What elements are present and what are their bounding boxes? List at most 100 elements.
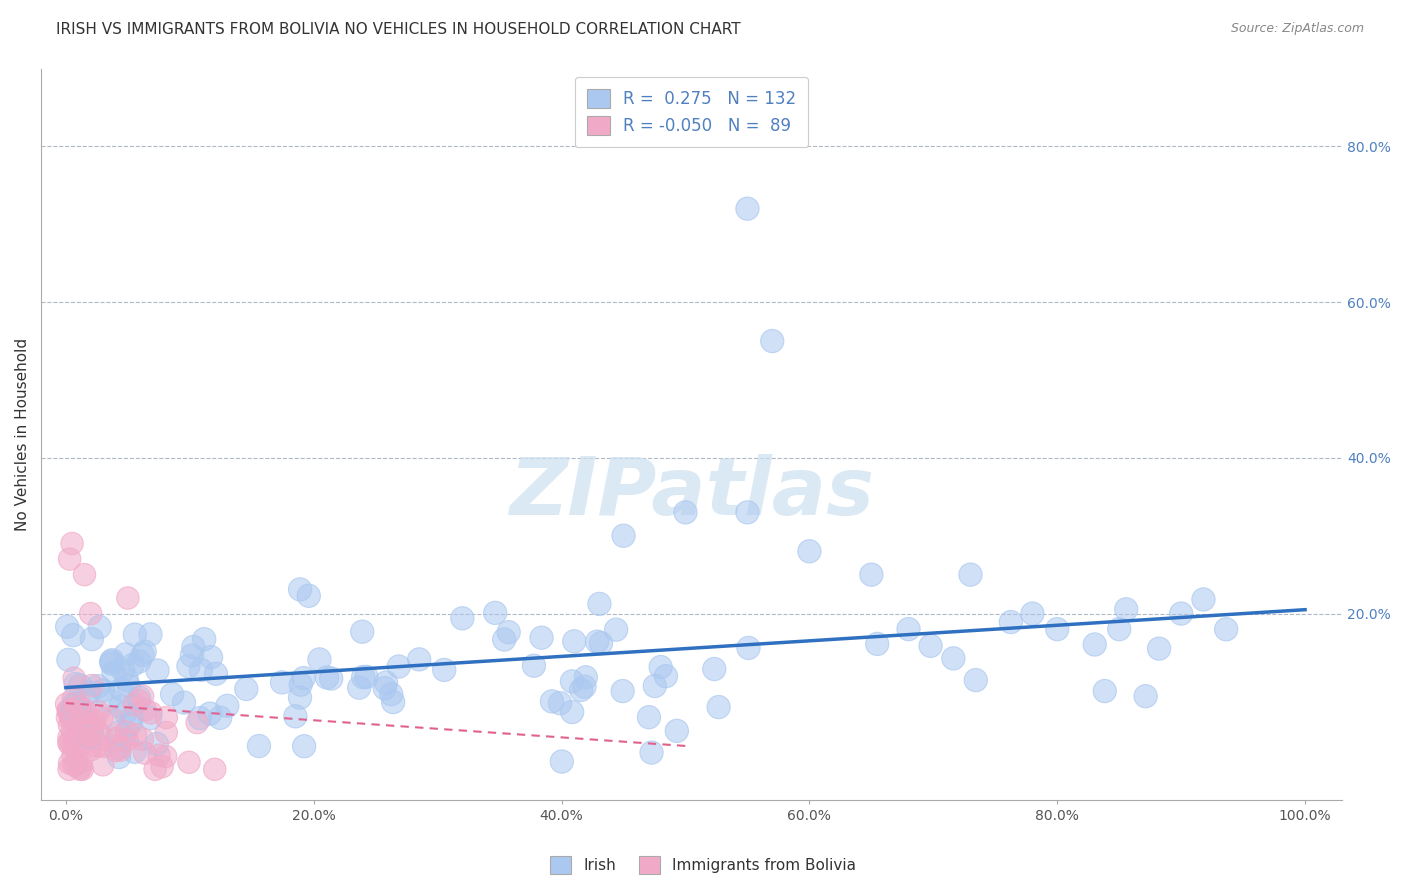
Point xyxy=(292,671,315,685)
Point xyxy=(541,694,564,708)
Point xyxy=(761,334,783,348)
Point xyxy=(737,640,759,655)
Point xyxy=(655,669,678,683)
Point xyxy=(451,611,474,625)
Point xyxy=(866,637,889,651)
Point xyxy=(650,660,672,674)
Point xyxy=(58,718,80,732)
Point xyxy=(55,697,77,711)
Point xyxy=(1147,641,1170,656)
Point xyxy=(115,732,138,747)
Point xyxy=(605,623,627,637)
Point xyxy=(298,589,321,603)
Point xyxy=(87,679,110,693)
Point xyxy=(72,723,94,737)
Point xyxy=(121,711,143,725)
Point xyxy=(110,682,132,697)
Point xyxy=(155,725,177,739)
Point xyxy=(375,675,398,690)
Point xyxy=(484,606,506,620)
Point xyxy=(235,681,257,696)
Point xyxy=(87,726,110,740)
Point xyxy=(91,739,114,754)
Point xyxy=(193,632,215,647)
Point xyxy=(103,713,125,727)
Point xyxy=(284,709,307,723)
Point xyxy=(87,726,110,740)
Point xyxy=(575,670,598,684)
Point xyxy=(160,687,183,701)
Point xyxy=(494,632,516,647)
Point xyxy=(1094,684,1116,698)
Point xyxy=(198,706,221,721)
Point xyxy=(959,567,981,582)
Point xyxy=(965,673,987,687)
Point xyxy=(139,711,162,725)
Point xyxy=(63,715,86,730)
Point xyxy=(644,679,666,693)
Point xyxy=(352,670,374,684)
Point xyxy=(108,750,131,764)
Point xyxy=(897,622,920,636)
Point xyxy=(148,748,170,763)
Point xyxy=(103,665,125,680)
Point xyxy=(98,693,121,707)
Point xyxy=(128,690,150,705)
Point xyxy=(408,652,430,666)
Point xyxy=(451,611,474,625)
Point xyxy=(551,755,574,769)
Point xyxy=(76,714,98,729)
Point xyxy=(62,709,84,723)
Point xyxy=(139,706,162,720)
Point xyxy=(271,675,294,690)
Point xyxy=(1192,592,1215,607)
Point xyxy=(70,732,93,747)
Point xyxy=(548,696,571,710)
Point xyxy=(110,743,132,757)
Point xyxy=(190,663,212,677)
Point xyxy=(56,620,79,634)
Point xyxy=(655,669,678,683)
Point xyxy=(155,710,177,724)
Point xyxy=(1108,622,1130,636)
Point xyxy=(124,627,146,641)
Point xyxy=(60,536,83,550)
Point xyxy=(82,726,104,740)
Point xyxy=(193,632,215,647)
Point xyxy=(75,693,97,707)
Point xyxy=(59,552,82,566)
Point xyxy=(177,659,200,673)
Point xyxy=(124,745,146,759)
Point xyxy=(548,696,571,710)
Point xyxy=(139,706,162,720)
Point xyxy=(146,664,169,678)
Point xyxy=(124,627,146,641)
Point xyxy=(143,762,166,776)
Y-axis label: No Vehicles in Household: No Vehicles in Household xyxy=(15,338,30,531)
Point xyxy=(205,666,228,681)
Point xyxy=(177,756,200,770)
Point xyxy=(69,699,91,714)
Point xyxy=(247,739,270,753)
Point xyxy=(920,639,942,653)
Point xyxy=(100,655,122,669)
Point xyxy=(62,739,84,753)
Point xyxy=(131,648,153,662)
Point xyxy=(799,544,821,558)
Point xyxy=(87,739,110,753)
Point xyxy=(62,709,84,723)
Point xyxy=(217,698,239,713)
Point xyxy=(69,723,91,737)
Point xyxy=(63,737,86,751)
Point xyxy=(100,657,122,671)
Point xyxy=(408,652,430,666)
Point xyxy=(90,711,112,725)
Point xyxy=(128,690,150,705)
Point xyxy=(62,723,84,738)
Point xyxy=(1094,684,1116,698)
Point xyxy=(73,567,96,582)
Point xyxy=(62,739,84,753)
Point xyxy=(121,711,143,725)
Point xyxy=(155,725,177,739)
Point xyxy=(494,632,516,647)
